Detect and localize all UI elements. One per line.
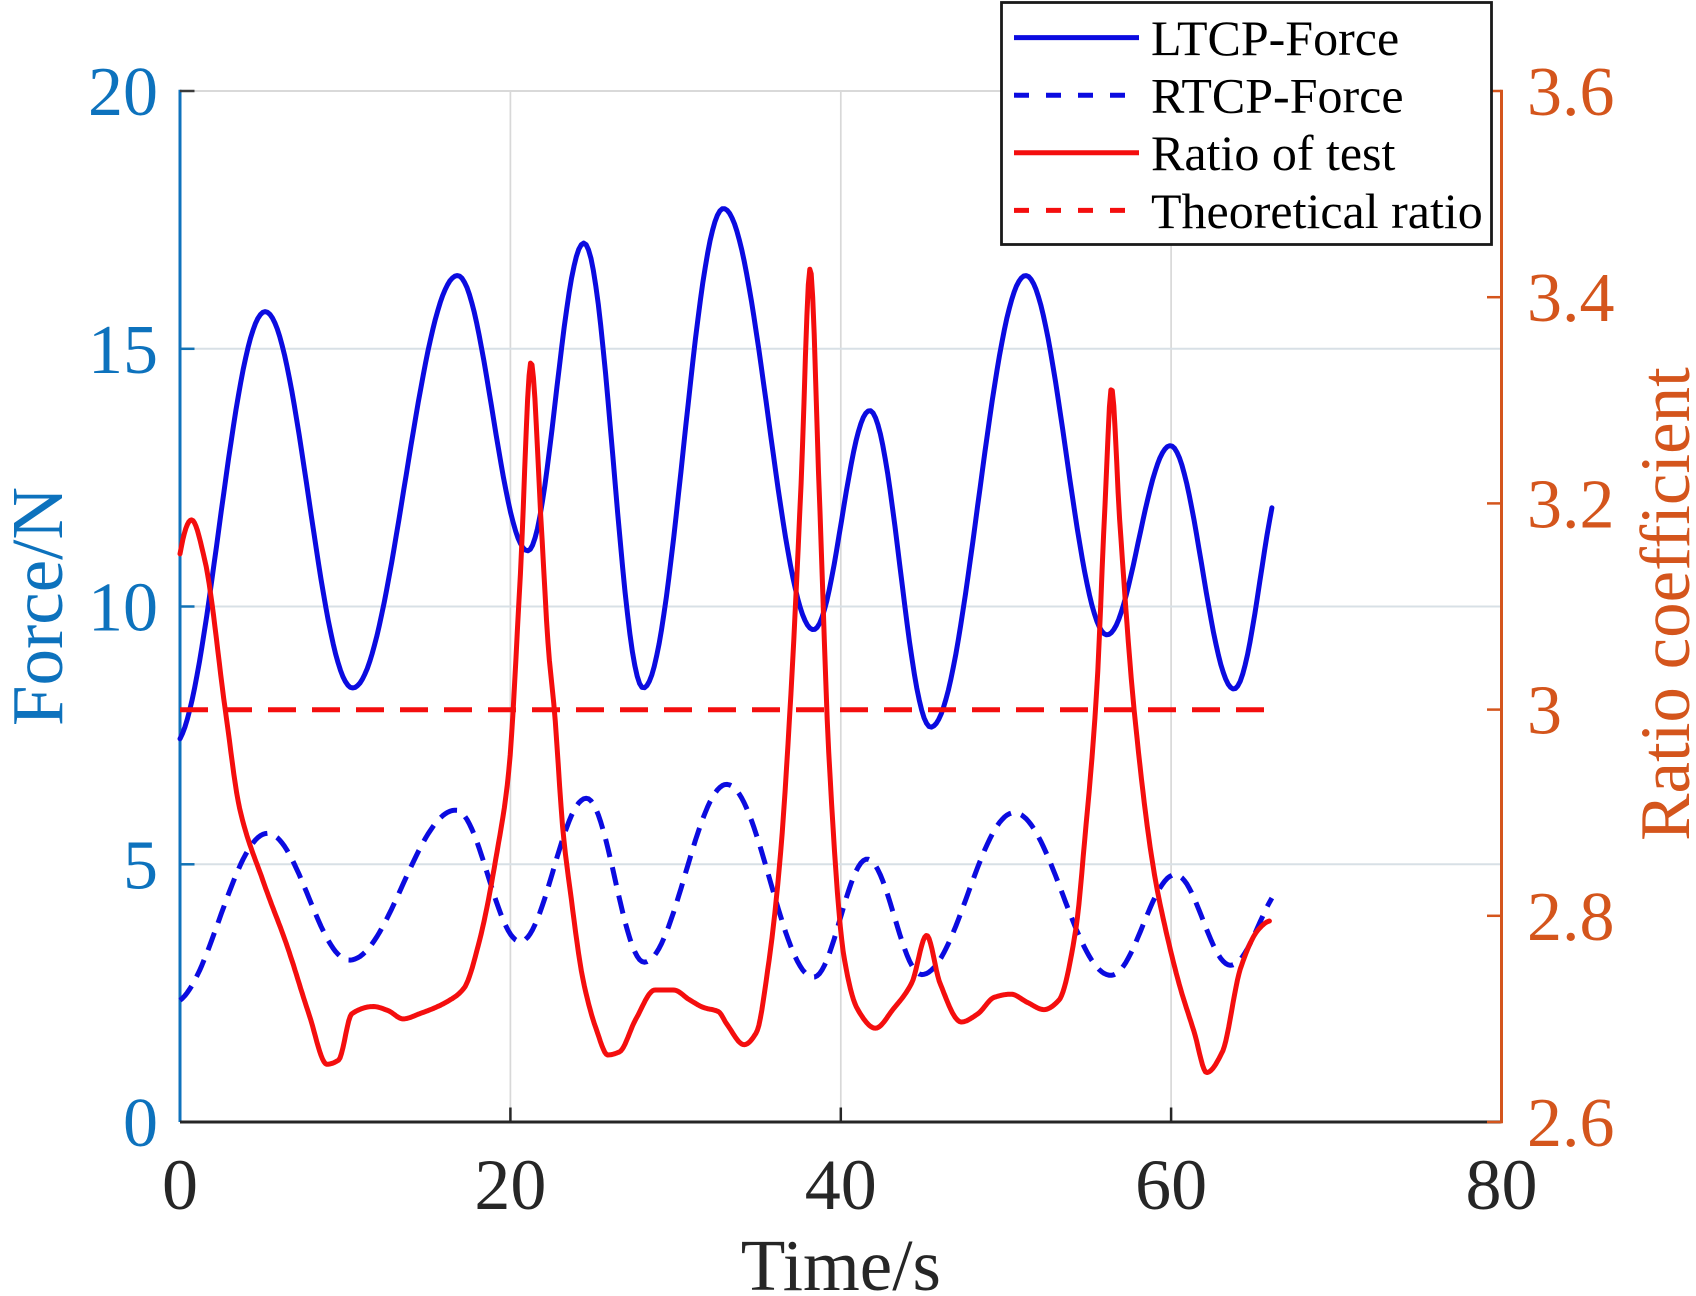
svg-text:20: 20 (474, 1145, 546, 1225)
svg-text:3: 3 (1527, 673, 1562, 750)
svg-text:0: 0 (123, 1085, 158, 1162)
svg-text:80: 80 (1466, 1145, 1538, 1225)
svg-text:20: 20 (88, 54, 158, 131)
svg-text:LTCP-Force: LTCP-Force (1151, 10, 1399, 66)
svg-text:15: 15 (88, 312, 158, 389)
svg-text:3.4: 3.4 (1527, 260, 1615, 337)
svg-text:Ratio of test: Ratio of test (1151, 125, 1396, 181)
svg-text:40: 40 (805, 1145, 877, 1225)
svg-text:Force/N: Force/N (0, 487, 78, 726)
svg-text:Ratio coefficient: Ratio coefficient (1627, 367, 1696, 841)
svg-text:5: 5 (123, 827, 158, 904)
svg-text:3.6: 3.6 (1527, 54, 1615, 131)
svg-text:Time/s: Time/s (741, 1225, 941, 1296)
svg-text:3.2: 3.2 (1527, 466, 1615, 543)
svg-text:2.8: 2.8 (1527, 879, 1615, 956)
svg-text:0: 0 (162, 1145, 198, 1225)
svg-text:Theoretical ratio: Theoretical ratio (1151, 183, 1483, 239)
svg-text:2.6: 2.6 (1527, 1085, 1615, 1162)
svg-text:RTCP-Force: RTCP-Force (1151, 68, 1404, 124)
svg-text:10: 10 (88, 570, 158, 647)
svg-text:60: 60 (1135, 1145, 1207, 1225)
